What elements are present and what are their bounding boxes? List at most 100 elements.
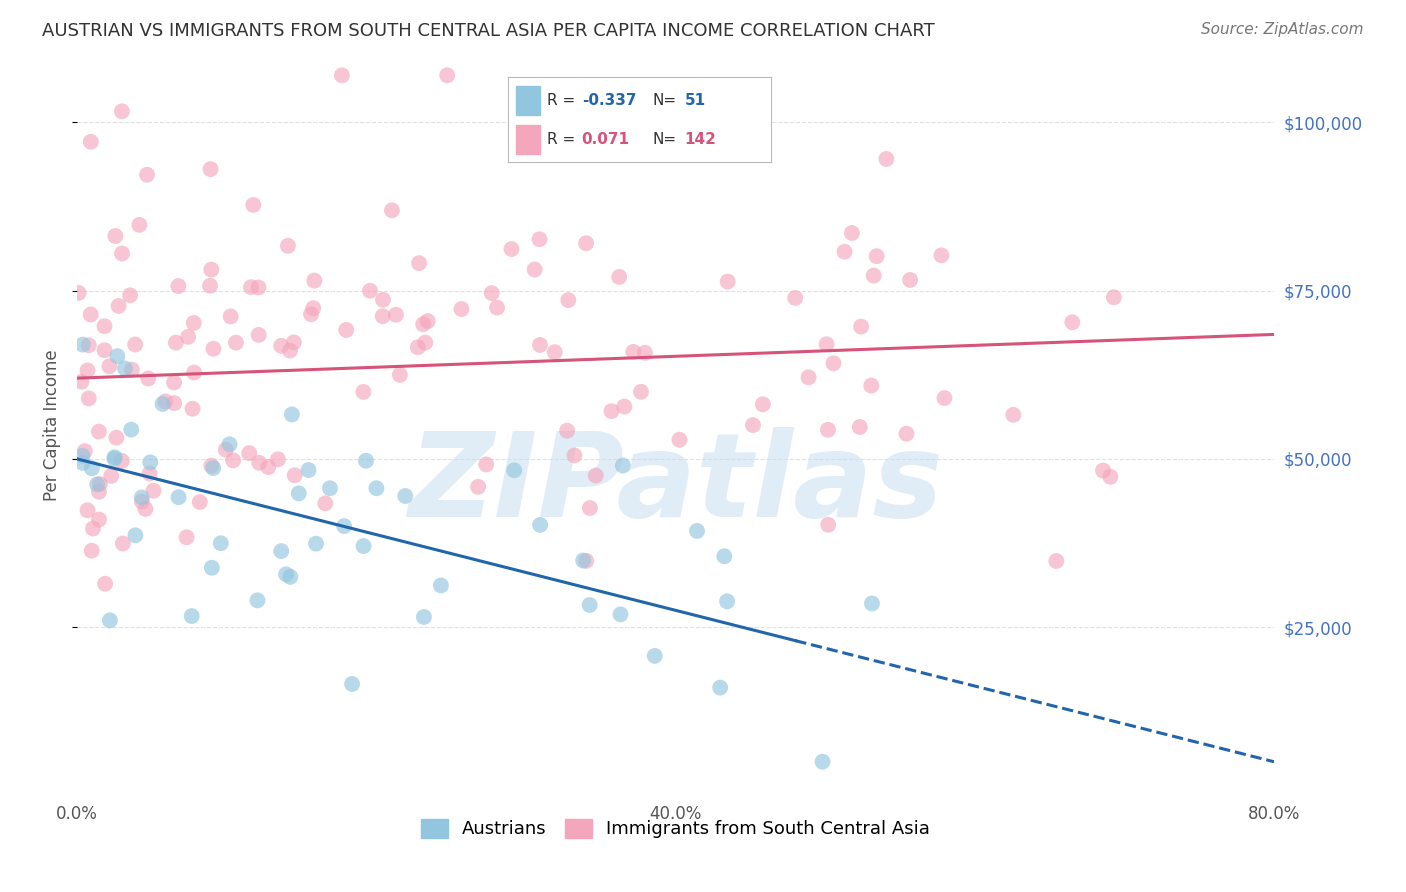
Point bbox=[72, 337, 94, 351]
Point bbox=[475, 458, 498, 472]
Text: ZIPatlas: ZIPatlas bbox=[408, 427, 943, 542]
Point bbox=[575, 236, 598, 251]
Point bbox=[87, 512, 110, 526]
Point bbox=[124, 337, 146, 351]
Point bbox=[257, 460, 280, 475]
Point bbox=[167, 279, 190, 293]
Point bbox=[281, 408, 304, 422]
Point bbox=[862, 268, 884, 283]
Y-axis label: Per Capita Income: Per Capita Income bbox=[44, 350, 60, 501]
Point bbox=[860, 378, 883, 392]
Point bbox=[200, 458, 222, 473]
Point bbox=[467, 480, 489, 494]
Point bbox=[278, 343, 301, 358]
Point bbox=[177, 330, 200, 344]
Point bbox=[73, 444, 96, 458]
Point bbox=[270, 544, 292, 558]
Point bbox=[849, 420, 872, 434]
Point bbox=[600, 121, 623, 136]
Point bbox=[1062, 315, 1084, 329]
Point bbox=[225, 335, 247, 350]
Point bbox=[412, 317, 434, 331]
Point bbox=[142, 483, 165, 498]
Point bbox=[114, 361, 136, 376]
Point bbox=[247, 327, 270, 342]
Point bbox=[931, 248, 953, 262]
Point bbox=[716, 594, 738, 608]
Point bbox=[557, 293, 579, 307]
Point bbox=[709, 681, 731, 695]
Point bbox=[406, 340, 429, 354]
Point bbox=[283, 335, 305, 350]
Point bbox=[128, 218, 150, 232]
Point bbox=[823, 356, 845, 370]
Point bbox=[486, 301, 509, 315]
Point bbox=[246, 593, 269, 607]
Point bbox=[267, 452, 290, 467]
Point bbox=[371, 293, 394, 307]
Point bbox=[815, 337, 838, 351]
Point bbox=[67, 285, 90, 300]
Point bbox=[866, 249, 889, 263]
Point bbox=[105, 431, 128, 445]
Point bbox=[183, 366, 205, 380]
Point bbox=[163, 376, 186, 390]
Point bbox=[501, 242, 523, 256]
Point bbox=[297, 463, 319, 477]
Point bbox=[76, 503, 98, 517]
Point bbox=[136, 168, 159, 182]
Point bbox=[176, 530, 198, 544]
Point bbox=[107, 299, 129, 313]
Point bbox=[86, 477, 108, 491]
Point bbox=[333, 519, 356, 533]
Point bbox=[609, 607, 631, 622]
Point bbox=[578, 598, 600, 612]
Point bbox=[529, 232, 551, 246]
Point bbox=[77, 392, 100, 406]
Point bbox=[408, 256, 430, 270]
Point bbox=[579, 501, 602, 516]
Point bbox=[416, 314, 439, 328]
Point bbox=[1045, 554, 1067, 568]
Text: Source: ZipAtlas.com: Source: ZipAtlas.com bbox=[1201, 22, 1364, 37]
Point bbox=[555, 424, 578, 438]
Point bbox=[278, 570, 301, 584]
Point bbox=[183, 316, 205, 330]
Point bbox=[93, 343, 115, 358]
Point bbox=[218, 437, 240, 451]
Point bbox=[215, 442, 238, 457]
Legend: Austrians, Immigrants from South Central Asia: Austrians, Immigrants from South Central… bbox=[413, 812, 938, 846]
Point bbox=[240, 280, 263, 294]
Point bbox=[314, 496, 336, 510]
Point bbox=[167, 490, 190, 504]
Point bbox=[242, 198, 264, 212]
Point bbox=[287, 486, 309, 500]
Point bbox=[120, 423, 142, 437]
Point bbox=[299, 307, 322, 321]
Point bbox=[202, 342, 225, 356]
Point bbox=[860, 597, 883, 611]
Point bbox=[817, 423, 839, 437]
Point bbox=[247, 280, 270, 294]
Point bbox=[247, 456, 270, 470]
Point bbox=[413, 335, 436, 350]
Point bbox=[436, 68, 458, 82]
Point bbox=[111, 246, 134, 260]
Point bbox=[1102, 290, 1125, 304]
Point bbox=[134, 502, 156, 516]
Point bbox=[811, 755, 834, 769]
Point bbox=[613, 400, 636, 414]
Point bbox=[124, 528, 146, 542]
Point bbox=[80, 135, 103, 149]
Point bbox=[340, 677, 363, 691]
Point bbox=[564, 449, 586, 463]
Point bbox=[181, 401, 204, 416]
Point bbox=[713, 549, 735, 564]
Point bbox=[394, 489, 416, 503]
Point bbox=[634, 346, 657, 360]
Point bbox=[875, 152, 897, 166]
Point bbox=[155, 394, 177, 409]
Point bbox=[668, 433, 690, 447]
Point bbox=[752, 397, 775, 411]
Point bbox=[136, 371, 159, 385]
